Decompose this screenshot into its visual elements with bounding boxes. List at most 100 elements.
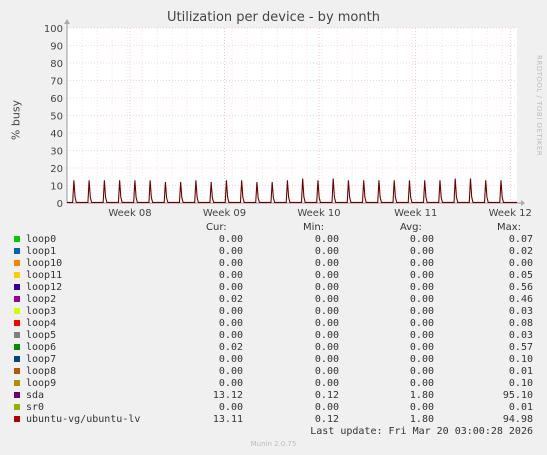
legend-max-value: 0.46 [508,294,533,305]
legend-min-value: 0.00 [314,270,339,281]
legend-name: sr0 [26,402,45,413]
legend-item: loop11 0.00 0.00 0.00 0.05 [12,270,537,282]
legend-item: loop5 0.00 0.00 0.00 0.03 [12,330,537,342]
legend-name: loop11 [26,270,63,281]
legend-min-value: 0.00 [314,246,339,257]
legend-item: loop6 0.02 0.00 0.00 0.57 [12,342,537,354]
legend-name: loop3 [26,306,57,317]
legend-name: loop1 [26,246,57,257]
y-tick-label: 20 [50,164,63,175]
y-axis-label: % busy [9,99,23,141]
legend-avg-value: 1.80 [409,414,434,425]
legend-cur-value: 0.00 [218,366,243,377]
x-tick-label: Week 12 [489,208,532,219]
legend-name: loop9 [26,378,57,389]
legend-max-value: 0.03 [508,330,533,341]
legend-max-value: 95.10 [502,390,533,401]
legend-swatch [14,236,20,242]
legend-item: loop8 0.00 0.00 0.00 0.01 [12,366,537,378]
legend-min-value: 0.00 [314,342,339,353]
legend-item: loop9 0.00 0.00 0.00 0.10 [12,378,537,390]
legend-cur-value: 0.00 [218,234,243,245]
legend-cur-value: 0.00 [218,246,243,257]
legend-item: loop12 0.00 0.00 0.00 0.56 [12,282,537,294]
x-axis-arrow [521,200,525,206]
legend-swatch [14,284,20,290]
legend-cur-value: 0.00 [218,354,243,365]
legend-avg-value: 1.80 [409,390,434,401]
chart-title: Utilization per device - by month [167,10,380,25]
legend-max-value: 0.57 [508,342,533,353]
legend-min-value: 0.00 [314,282,339,293]
legend-max-value: 0.01 [508,366,533,377]
y-tick-label: 40 [50,129,63,140]
legend-name: loop0 [26,234,57,245]
legend-swatch [14,320,20,326]
x-tick-label: Week 10 [297,208,340,219]
legend-min-value: 0.00 [314,354,339,365]
legend-max-value: 0.56 [508,282,533,293]
legend-max-value: 94.98 [502,414,533,425]
legend-cur-value: 0.00 [218,402,243,413]
last-update: Last update: Fri Mar 20 03:00:28 2026 [310,426,533,437]
legend-max-value: 0.05 [508,270,533,281]
y-tick-label: 60 [50,94,63,105]
legend-avg-value: 0.00 [409,270,434,281]
legend-cur-value: 0.00 [218,282,243,293]
legend-name: loop6 [26,342,57,353]
legend-min-value: 0.00 [314,330,339,341]
legend-name: loop2 [26,294,57,305]
legend-max-value: 0.01 [508,402,533,413]
legend-avg-value: 0.00 [409,234,434,245]
legend-cur-value: 13.12 [212,390,243,401]
legend-item: loop2 0.02 0.00 0.00 0.46 [12,294,537,306]
legend-avg-value: 0.00 [409,294,434,305]
legend-item: loop3 0.00 0.00 0.00 0.03 [12,306,537,318]
legend-min-value: 0.00 [314,318,339,329]
legend-swatch [14,272,20,278]
legend-cur-value: 0.00 [218,306,243,317]
munin-version: Munin 2.0.75 [250,440,297,448]
legend-max-value: 0.07 [508,234,533,245]
legend-name: ubuntu-vg/ubuntu-lv [26,414,141,425]
legend-name: loop8 [26,366,57,377]
legend-swatch [14,380,20,386]
legend-name: loop7 [26,354,57,365]
legend-name: loop10 [26,258,63,269]
legend-avg-value: 0.00 [409,318,434,329]
legend-name: loop4 [26,318,57,329]
legend-item: sr0 0.00 0.00 0.00 0.01 [12,402,537,414]
legend-item: loop7 0.00 0.00 0.00 0.10 [12,354,537,366]
legend-max-value: 0.10 [508,354,533,365]
legend-avg-value: 0.00 [409,246,434,257]
legend-swatch [14,260,20,266]
legend-cur-value: 0.02 [218,294,243,305]
y-tick-label: 10 [50,182,63,193]
legend-min-value: 0.12 [314,414,339,425]
legend-cur-value: 0.00 [218,318,243,329]
legend-min-value: 0.00 [314,258,339,269]
legend-min-value: 0.00 [314,366,339,377]
legend-item: loop0 0.00 0.00 0.00 0.07 [12,234,537,246]
legend-avg-value: 0.00 [409,282,434,293]
x-tick-label: Week 08 [108,208,151,219]
legend-max-value: 0.03 [508,306,533,317]
legend: loop0 0.00 0.00 0.00 0.07 loop1 0.00 0.00 0.00 0.… [12,234,537,426]
legend-header-avg: Avg: [400,222,422,233]
legend-swatch [14,416,20,422]
legend-header-cur: Cur: [206,222,227,233]
legend-max-value: 0.08 [508,318,533,329]
legend-item: loop10 0.00 0.00 0.00 0.00 [12,258,537,270]
legend-swatch [14,404,20,410]
legend-swatch [14,308,20,314]
y-tick-label: 80 [50,59,63,70]
legend-swatch [14,296,20,302]
y-axis-arrow [64,19,70,24]
legend-item: loop1 0.00 0.00 0.00 0.02 [12,246,537,258]
legend-min-value: 0.00 [314,234,339,245]
legend-avg-value: 0.00 [409,402,434,413]
legend-cur-value: 13.11 [212,414,243,425]
legend-name: loop12 [26,282,63,293]
y-tick-label: 90 [50,42,63,53]
legend-item: ubuntu-vg/ubuntu-lv 13.11 0.12 1.80 94.98 [12,414,537,426]
